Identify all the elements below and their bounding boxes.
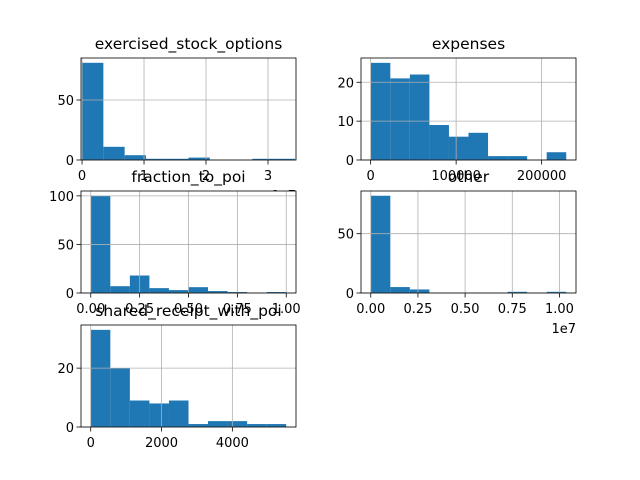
bar <box>129 400 150 427</box>
bar <box>273 158 295 160</box>
x-tick-label: 0.75 <box>223 302 252 317</box>
x-tick-label: 1.00 <box>545 302 574 317</box>
bar <box>103 146 125 160</box>
x-tick-label: 0 <box>78 169 86 184</box>
y-tick-label: 0 <box>346 287 354 302</box>
bar <box>82 62 104 160</box>
x-tick-label: 0.00 <box>76 302 105 317</box>
x-tick-label: 0.50 <box>451 302 480 317</box>
bar <box>429 125 449 160</box>
axes-title: expenses <box>432 35 505 53</box>
bar <box>546 152 567 160</box>
x-tick-label: 0.25 <box>125 302 154 317</box>
axes-title: other <box>448 168 490 186</box>
bar <box>208 291 228 293</box>
bar <box>247 424 267 427</box>
bar <box>168 290 189 293</box>
x-tick-label: 200000 <box>517 169 567 184</box>
axes-background <box>361 191 576 293</box>
y-tick-label: 50 <box>57 94 74 109</box>
y-tick-label: 10 <box>337 115 354 130</box>
x-tick-label: 0.50 <box>174 302 203 317</box>
x-tick-label: 2 <box>202 169 210 184</box>
bar <box>266 424 287 427</box>
y-tick-label: 0 <box>346 154 354 169</box>
axes-frame <box>360 57 577 161</box>
bar <box>507 156 528 160</box>
bar <box>208 421 228 427</box>
bar <box>507 291 528 293</box>
x-tick-label: 3 <box>264 169 272 184</box>
axes-frame <box>80 324 297 428</box>
y-tick-label: 50 <box>337 228 354 243</box>
bar <box>488 156 508 160</box>
x-tick-label: 0 <box>87 436 95 451</box>
bar <box>370 62 391 160</box>
x-tick-label: 0 <box>367 169 375 184</box>
bar <box>252 158 274 160</box>
y-tick-label: 100 <box>49 190 74 205</box>
bar <box>266 292 287 293</box>
bar <box>390 78 410 160</box>
bar <box>546 291 567 293</box>
x-tick-label: 0.25 <box>403 302 432 317</box>
axes-title: exercised_stock_options <box>95 35 283 54</box>
x-tick-label: 0.00 <box>356 302 385 317</box>
x-tick-label: 2000 <box>145 436 178 451</box>
axes-frame <box>80 190 297 294</box>
bar <box>149 288 169 293</box>
bar <box>409 289 430 293</box>
bar <box>409 74 430 160</box>
x-offset-label: 1e7 <box>551 322 576 337</box>
x-tick-label: 1.00 <box>272 302 301 317</box>
bar <box>90 329 111 427</box>
bar <box>188 287 209 293</box>
y-tick-label: 0 <box>66 154 74 169</box>
bar <box>188 424 209 427</box>
y-tick-label: 0 <box>66 421 74 436</box>
bar <box>110 286 130 293</box>
bar <box>124 155 146 160</box>
axes-title: fraction_to_poi <box>131 168 245 187</box>
axes-title: shared_receipt_with_poi <box>95 302 281 321</box>
y-tick-label: 20 <box>57 362 74 377</box>
y-tick-label: 50 <box>57 238 74 253</box>
axes-frame <box>80 57 297 161</box>
bar <box>390 287 410 293</box>
y-tick-label: 0 <box>66 287 74 302</box>
bar <box>188 157 210 160</box>
axes-frame <box>360 190 577 294</box>
bar <box>167 158 189 160</box>
y-tick-label: 20 <box>337 76 354 91</box>
x-tick-label: 100000 <box>431 169 481 184</box>
bar <box>145 158 168 160</box>
bar <box>110 368 130 427</box>
bar <box>370 195 391 293</box>
bar <box>468 132 489 160</box>
x-tick-label: 0.75 <box>498 302 527 317</box>
bar <box>149 403 169 427</box>
bar <box>227 421 248 427</box>
bar <box>168 400 189 427</box>
x-tick-label: 1 <box>140 169 148 184</box>
axes-background <box>81 58 296 160</box>
bar <box>448 136 469 160</box>
x-tick-label: 4000 <box>216 436 249 451</box>
